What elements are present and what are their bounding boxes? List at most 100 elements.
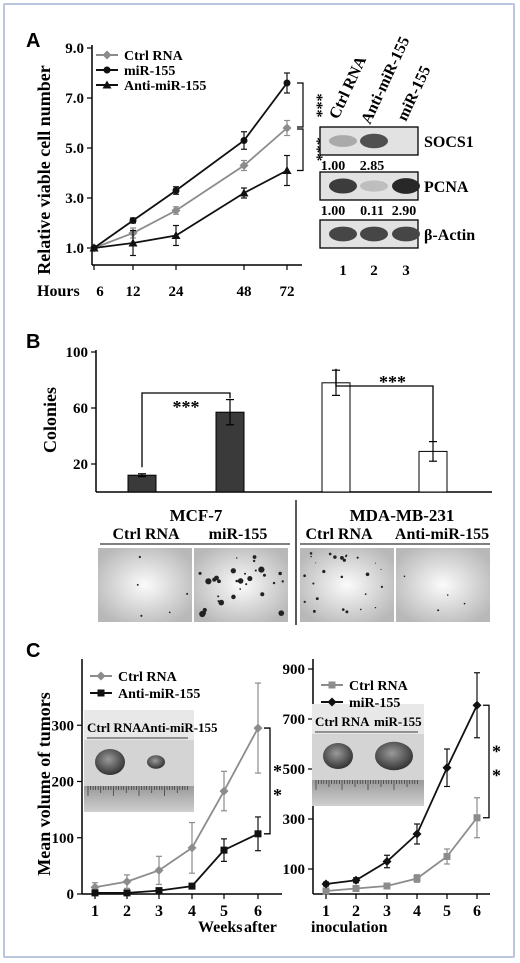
c-ytick-label: 0 (67, 887, 75, 903)
c-inset-bg (84, 710, 194, 740)
panel-letter-b: B (26, 331, 40, 353)
label-inoculation: inoculation (311, 919, 388, 936)
panel-a-xlabel: Hours (37, 283, 80, 300)
colony-dot (312, 582, 315, 585)
c-xtick-label: 4 (188, 903, 196, 920)
blot-band (392, 226, 420, 242)
colony-dot (303, 574, 306, 578)
a-series-line (93, 127, 288, 249)
a-point (89, 243, 99, 252)
b-ytick-label: 100 (66, 345, 89, 361)
c-inset-label: Ctrl RNA (87, 720, 142, 735)
colony-dot (272, 581, 276, 585)
b-significance-mda: *** (379, 372, 406, 392)
b-condition-label: Ctrl RNA (112, 526, 180, 543)
c-xtick-label: 6 (473, 903, 481, 920)
a-series-line (93, 82, 288, 249)
colony-dot (374, 606, 377, 609)
blot-band (329, 226, 357, 242)
blot-row-label: β-Actin (424, 227, 475, 244)
c-point (154, 865, 164, 875)
colony-dot (315, 562, 317, 564)
c-xtick-label: 3 (155, 903, 163, 920)
colony-dot (303, 600, 306, 604)
colony-dot (217, 595, 220, 598)
c-xtick-label: 5 (443, 903, 451, 920)
colony-images (98, 548, 490, 622)
colony-dot (333, 555, 337, 559)
blot-lane-header: miR-155 (394, 63, 434, 123)
colony-dot (252, 559, 256, 563)
panel-letter-c: C (26, 640, 40, 662)
c-ytick-label: 300 (283, 812, 306, 828)
b-group-label-mda: MDA-MB-231 (350, 506, 455, 525)
blot-value: 1.00 (321, 159, 346, 174)
c-significance: * (273, 761, 282, 781)
blot-band (329, 178, 357, 194)
c-ytick-label: 200 (52, 775, 75, 791)
c-inset-label: Ctrl RNA (315, 714, 370, 729)
a-xtick-label: 48 (237, 284, 252, 300)
c-point (322, 887, 330, 895)
blot-lane-number: 3 (402, 263, 410, 279)
colony-dot (374, 562, 376, 564)
c-xtick-label: 4 (413, 903, 421, 920)
legend-marker (102, 50, 112, 60)
c-series-line (95, 833, 259, 894)
c-xtick-label: 5 (220, 903, 228, 920)
a-ytick-label: 7.0 (65, 91, 84, 107)
b-bracket-mcf7 (141, 392, 231, 468)
a-significance-upper: *** (308, 94, 325, 118)
panel-letter-a: A (26, 30, 40, 52)
colony-dot (359, 608, 362, 611)
colony-image-mda-ctrl (300, 548, 394, 622)
colony-image-mcf7-ctrl (98, 548, 192, 622)
colony-dot (344, 555, 347, 558)
legend-marker (97, 689, 105, 697)
b-ytick-label: 60 (73, 401, 88, 417)
c-point (219, 786, 229, 796)
c-series-line (325, 817, 478, 892)
c-xtick-label: 1 (322, 903, 330, 920)
blot-value: 1.00 (321, 204, 346, 219)
colony-dot (237, 578, 244, 584)
legend-marker (328, 681, 336, 689)
legend-label: Ctrl RNA (118, 670, 178, 685)
chart-a: 1.0 3.0 5.0 7.0 9.0 6 12 24 48 72 Ctrl RNAmiR-155A… (65, 41, 325, 300)
colony-dots (136, 552, 466, 618)
c-tumor-treated (375, 741, 413, 771)
colony-dot (380, 568, 382, 570)
colony-dot (356, 556, 359, 559)
blot-lane-number: 1 (339, 263, 347, 279)
a-point (239, 161, 249, 170)
c-ytick-label: 100 (52, 831, 75, 847)
colony-dot (140, 614, 143, 617)
colony-dot (340, 575, 344, 579)
c-significance: * (492, 742, 501, 762)
colony-dot (244, 572, 247, 575)
blot-band (329, 135, 357, 147)
b-condition-label: Anti-miR-155 (395, 526, 489, 543)
b-group-label-mcf7: MCF-7 (170, 506, 223, 525)
blot-value: 2.85 (360, 159, 385, 174)
c-point (382, 857, 392, 866)
a-point (129, 217, 137, 224)
c-point (220, 846, 228, 854)
legend-label: miR-155 (124, 64, 175, 79)
colony-dot (364, 593, 367, 596)
colony-dot (340, 556, 344, 560)
c-bracket (264, 727, 271, 835)
b-significance-mcf7: *** (173, 397, 200, 417)
colony-image-mcf7-mir155 (194, 548, 288, 622)
colony-dot (278, 571, 282, 576)
colony-dot (230, 568, 236, 574)
blot-band (360, 226, 388, 242)
colony-dot (262, 573, 266, 577)
c-point (412, 829, 422, 839)
a-point (282, 123, 292, 133)
legend-marker (327, 697, 337, 707)
c-point (442, 763, 452, 773)
colony-dot (247, 575, 253, 582)
